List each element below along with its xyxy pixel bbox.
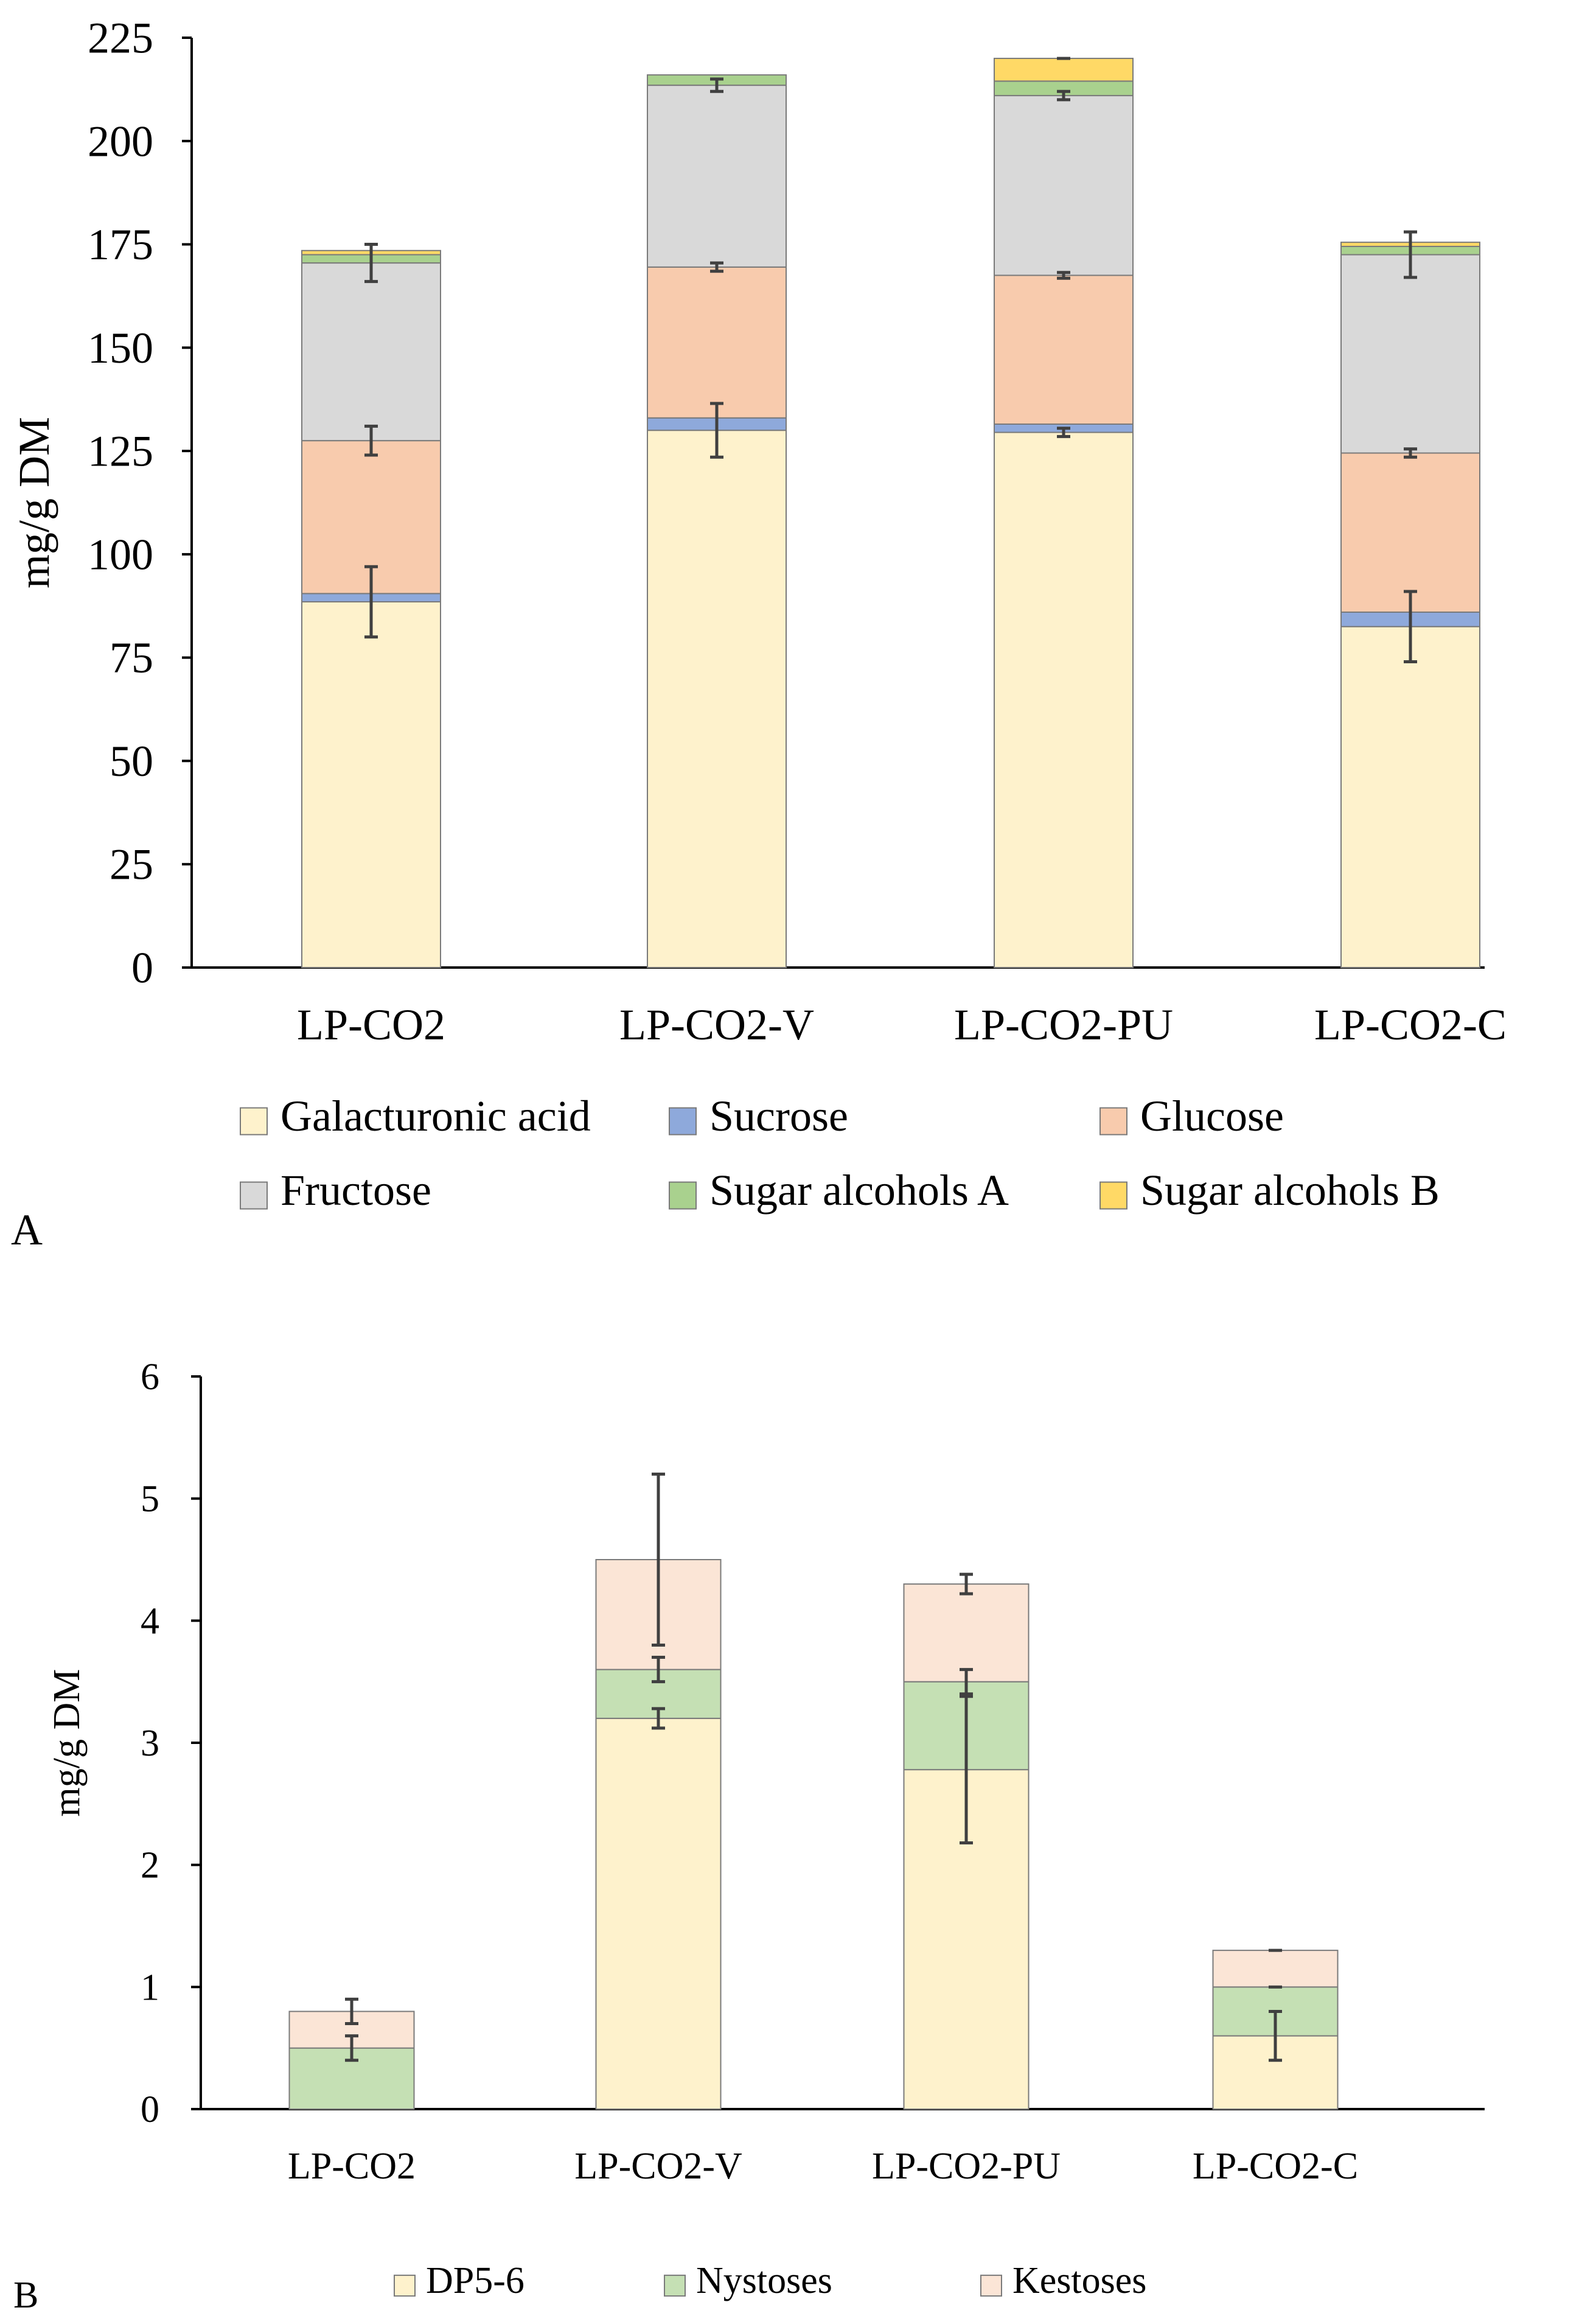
legend-label-a-sugar-alcohols-a: Sugar alcohols A [709,1166,1009,1215]
error-bar-a-lp-co2-fructose [364,243,378,284]
x-tick-label-b-lp-co2: LP-CO2 [288,2146,416,2187]
y-tick-label-b-3: 3 [141,1723,159,1764]
y-tick-label-b-5: 5 [141,1479,159,1520]
legend-swatch-a-sucrose [669,1107,697,1135]
legend-swatch-b-dp5-6 [394,2275,416,2297]
legend-label-b-dp5-6: DP5-6 [426,2260,524,2301]
bar-b-lp-co2-c-kestoses [1212,1950,1339,1988]
bar-a-lp-co2-c-galacturonic-acid [1340,626,1480,968]
x-tick-label-b-lp-co2-pu: LP-CO2-PU [872,2146,1061,2187]
y-axis-label-b: mg/g DM [46,1669,88,1817]
bar-a-lp-co2-v-glucose [647,266,787,419]
x-tick-label-a-lp-co2-v: LP-CO2-V [619,1000,814,1049]
bar-a-lp-co2-pu-fructose [994,95,1134,276]
legend-label-b-nystoses: Nystoses [696,2260,832,2301]
y-tick-label-b-1: 1 [141,1967,159,2008]
error-bar-a-lp-co2-v-galacturonic-acid [710,402,723,459]
x-tick-label-a-lp-co2: LP-CO2 [297,1000,445,1049]
y-tick-label-b-4: 4 [141,1600,159,1642]
y-tick-label-a-100: 100 [88,530,153,579]
y-tick-label-a-50: 50 [110,737,153,786]
bar-a-lp-co2-fructose [301,262,441,442]
bar-a-lp-co2-v-galacturonic-acid [647,430,787,968]
legend-label-a-fructose: Fructose [281,1166,431,1215]
legend-swatch-a-galacturonic-acid [240,1107,268,1135]
legend-label-b-kestoses: Kestoses [1012,2260,1146,2301]
x-tick-label-b-lp-co2-v: LP-CO2-V [574,2146,742,2187]
legend-label-a-glucose: Glucose [1140,1092,1284,1140]
error-bar-b-lp-co2-pu-dp5-6 [960,1695,973,1845]
panel-label-a: A [11,1205,43,1254]
error-bar-a-lp-co2-pu-galacturonic-acid [1057,427,1070,438]
error-bar-b-lp-co2-c-dp5-6 [1269,2009,1282,2062]
y-tick-label-b-0: 0 [141,2089,159,2130]
error-bar-b-lp-co2-v-dp5-6 [652,1707,665,1730]
legend-swatch-a-fructose [240,1181,268,1210]
error-bar-b-lp-co2-nystoses [345,2034,358,2062]
error-bar-a-lp-co2-c-glucose [1404,447,1417,459]
bar-a-lp-co2-c-glucose [1340,452,1480,613]
error-bar-b-lp-co2-v-nystoses [652,1656,665,1684]
error-bar-a-lp-co2-pu-fructose [1057,89,1070,102]
legend-swatch-b-kestoses [980,2275,1002,2297]
x-tick-label-b-lp-co2-c: LP-CO2-C [1193,2146,1358,2187]
y-tick-label-a-25: 25 [110,840,153,889]
error-bar-a-lp-co2-glucose [364,424,378,457]
error-bar-a-lp-co2-galacturonic-acid [364,565,378,639]
error-bar-a-lp-co2-v-fructose [710,77,723,93]
bar-a-lp-co2-galacturonic-acid [301,601,441,968]
bar-a-lp-co2-c-fructose [1340,254,1480,454]
error-bar-b-lp-co2-pu-nystoses [960,1668,973,1696]
bar-a-lp-co2-v-fructose [647,85,787,268]
x-tick-label-a-lp-co2-pu: LP-CO2-PU [954,1000,1173,1049]
x-tick-label-a-lp-co2-c: LP-CO2-C [1314,1000,1507,1049]
bar-b-lp-co2-v-dp5-6 [595,1717,722,2110]
bar-b-lp-co2-pu-kestoses [903,1583,1030,1683]
error-bar-a-lp-co2-v-glucose [710,261,723,273]
error-bar-a-lp-co2-pu-glucose [1057,271,1070,280]
error-bar-b-lp-co2-pu-kestoses [960,1572,973,1596]
y-tick-label-b-6: 6 [141,1356,159,1398]
error-bar-a-lp-co2-c-galacturonic-acid [1404,590,1417,663]
y-tick-label-a-175: 175 [88,220,153,269]
y-tick-label-a-150: 150 [88,324,153,372]
legend-swatch-a-sugar-alcohols-b [1099,1181,1127,1210]
legend-swatch-a-sugar-alcohols-a [669,1181,697,1210]
legend-label-a-sugar-alcohols-b: Sugar alcohols B [1140,1166,1440,1215]
y-tick-label-a-225: 225 [88,13,153,62]
y-tick-label-a-0: 0 [131,943,153,992]
error-bar-b-lp-co2-kestoses [345,1997,358,2026]
bar-a-lp-co2-pu-galacturonic-acid [994,431,1134,968]
legend-label-a-galacturonic-acid: Galacturonic acid [281,1092,591,1140]
panel-label-b: B [13,2275,38,2316]
y-tick-label-a-200: 200 [88,117,153,166]
error-bar-b-lp-co2-v-kestoses [652,1473,665,1647]
legend-swatch-a-glucose [1099,1107,1127,1135]
bar-a-lp-co2-pu-glucose [994,274,1134,425]
y-tick-label-a-75: 75 [110,633,153,682]
error-bar-a-lp-co2-c-fructose [1404,230,1417,279]
chart-b: 0 1 2 3 4 5 6 mg/g DM LP-CO2 LP-CO2-V LP-CO2-PU LP-… [13,1356,1485,2316]
y-axis-label-a: mg/g DM [10,417,58,588]
y-tick-label-b-2: 2 [141,1845,159,1886]
legend-swatch-b-nystoses [664,2275,686,2297]
chart-a: 0 25 50 75 100 125 150 175 200 225 mg/g DM LP-CO2 LP… [10,13,1507,1254]
bar-a-lp-co2-pu-sugar-alcohols-b [994,57,1134,82]
legend-label-a-sucrose: Sucrose [709,1092,848,1140]
y-tick-label-a-125: 125 [88,427,153,476]
